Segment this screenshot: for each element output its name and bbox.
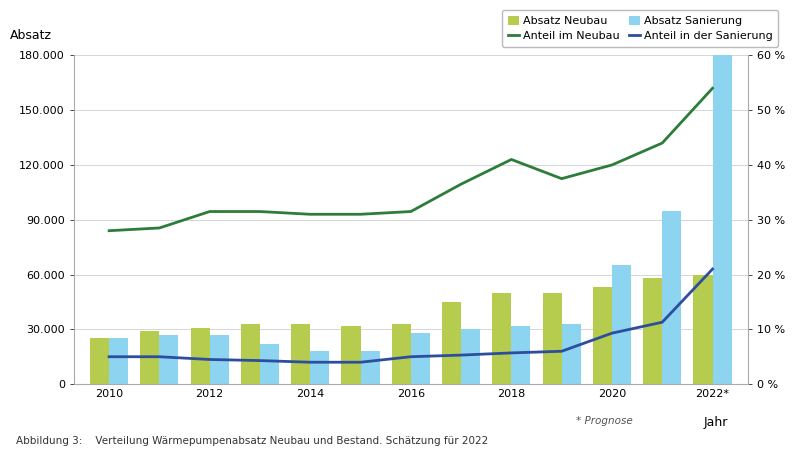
Anteil in der Sanierung: [557, 349, 566, 354]
Bar: [190, 328, 210, 384]
Anteil in der Sanierung: [607, 330, 617, 336]
Anteil im Neubau: [406, 209, 416, 214]
Bar: [361, 351, 380, 384]
Bar: [562, 324, 581, 384]
Anteil in der Sanierung: [306, 360, 315, 365]
Bar: [542, 293, 562, 384]
Bar: [260, 344, 279, 384]
Text: Jahr: Jahr: [704, 416, 728, 429]
Legend: Absatz Neubau, Anteil im Neubau, Absatz Sanierung, Anteil in der Sanierung: Absatz Neubau, Anteil im Neubau, Absatz …: [502, 10, 778, 46]
Bar: [411, 333, 430, 384]
Line: Anteil in der Sanierung: Anteil in der Sanierung: [109, 269, 713, 362]
Anteil in der Sanierung: [506, 350, 516, 356]
Anteil in der Sanierung: [456, 352, 466, 358]
Bar: [612, 266, 631, 384]
Line: Anteil im Neubau: Anteil im Neubau: [109, 88, 713, 231]
Anteil in der Sanierung: [406, 354, 416, 360]
Bar: [643, 278, 662, 384]
Bar: [140, 331, 159, 384]
Bar: [392, 324, 411, 384]
Bar: [310, 351, 330, 384]
Bar: [492, 293, 511, 384]
Anteil im Neubau: [506, 157, 516, 162]
Anteil im Neubau: [104, 228, 114, 234]
Anteil in der Sanierung: [658, 320, 667, 325]
Anteil im Neubau: [708, 86, 718, 91]
Text: Abbildung 3:    Verteilung Wärmepumpenabsatz Neubau und Bestand. Schätzung für 2: Abbildung 3: Verteilung Wärmepumpenabsat…: [16, 436, 488, 446]
Anteil im Neubau: [306, 212, 315, 217]
Anteil im Neubau: [356, 212, 366, 217]
Bar: [461, 329, 480, 384]
Anteil im Neubau: [658, 140, 667, 146]
Bar: [291, 324, 310, 384]
Bar: [342, 326, 361, 384]
Bar: [662, 211, 682, 384]
Anteil im Neubau: [456, 181, 466, 187]
Bar: [241, 324, 260, 384]
Anteil in der Sanierung: [154, 354, 164, 360]
Bar: [159, 335, 178, 384]
Bar: [109, 338, 128, 384]
Bar: [442, 302, 461, 384]
Anteil im Neubau: [154, 225, 164, 231]
Anteil in der Sanierung: [205, 357, 214, 362]
Anteil in der Sanierung: [356, 360, 366, 365]
Anteil im Neubau: [255, 209, 265, 214]
Anteil in der Sanierung: [104, 354, 114, 360]
Text: Absatz: Absatz: [10, 29, 52, 42]
Bar: [593, 288, 612, 384]
Anteil in der Sanierung: [708, 266, 718, 272]
Bar: [90, 338, 109, 384]
Anteil im Neubau: [205, 209, 214, 214]
Bar: [511, 326, 530, 384]
Anteil in der Sanierung: [255, 358, 265, 363]
Anteil im Neubau: [607, 162, 617, 168]
Anteil im Neubau: [557, 176, 566, 181]
Bar: [210, 335, 229, 384]
Bar: [713, 46, 732, 384]
Bar: [694, 274, 713, 384]
Text: * Prognose: * Prognose: [576, 416, 632, 426]
